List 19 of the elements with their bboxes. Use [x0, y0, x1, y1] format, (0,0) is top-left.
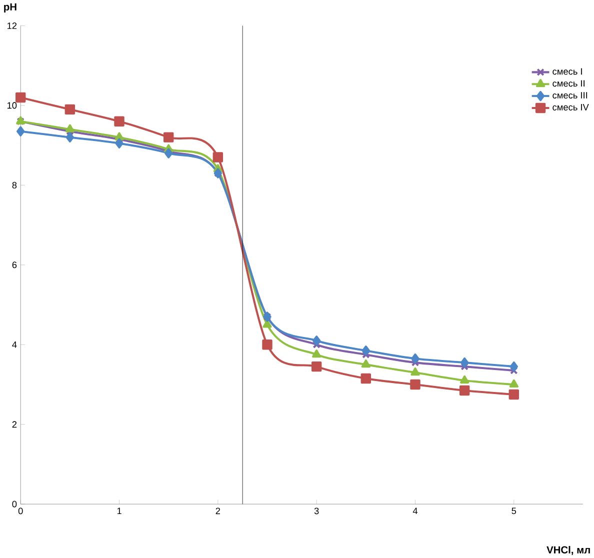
y-tick-label: 12	[7, 22, 17, 29]
y-tick-label: 6	[12, 261, 17, 268]
y-tick-label: 4	[12, 341, 17, 348]
y-axis-title: pH	[4, 3, 16, 12]
y-tick-label: 8	[12, 182, 17, 188]
x-tick-label: 0	[18, 508, 23, 514]
y-tick-label: 10	[7, 102, 17, 109]
x-tick-label: 3	[314, 508, 319, 514]
x-tick-label: 4	[412, 508, 418, 514]
legend-label: смесь III	[552, 92, 588, 98]
x-tick-label: 2	[216, 508, 220, 514]
x-tick-label: 5	[512, 508, 516, 514]
legend-label: смесь IV	[552, 104, 589, 110]
legend-label: смесь II	[552, 80, 584, 86]
x-axis-title: VHCl, мл	[546, 546, 590, 555]
y-tick-label: 2	[12, 420, 17, 428]
y-tick-label: 0	[12, 500, 17, 508]
x-tick-label: 1	[117, 508, 122, 514]
legend-label: смесь I	[552, 68, 582, 75]
